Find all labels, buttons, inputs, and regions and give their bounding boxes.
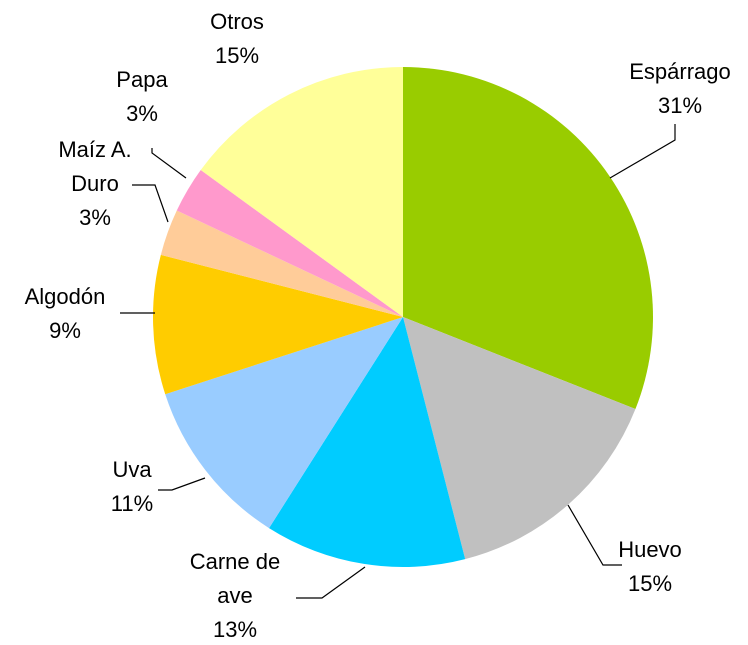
- percent-label: 13%: [212, 617, 258, 642]
- pie-slice: [153, 254, 403, 395]
- pie-slice: [403, 317, 636, 560]
- pie-slice: [403, 67, 653, 410]
- percent-label: 15%: [214, 43, 260, 68]
- leader-line: [296, 566, 366, 599]
- pie-slice: [165, 317, 403, 529]
- pie-slice: [200, 67, 403, 317]
- pie-slice: [176, 170, 403, 317]
- slice-label: Maíz A. Duro 3%: [48, 133, 143, 235]
- category-label: Uva: [112, 457, 152, 482]
- pie-slice: [269, 317, 466, 568]
- percent-label: 11%: [110, 491, 154, 516]
- category-label: Maíz A. Duro: [58, 137, 132, 196]
- category-label: Otros: [210, 9, 264, 34]
- percent-label: 3%: [79, 205, 111, 230]
- leader-line: [132, 184, 169, 223]
- percent-label: 3%: [126, 101, 158, 126]
- leader-line: [158, 477, 206, 491]
- slice-label: Algodón 9%: [10, 280, 120, 348]
- slice-label: Uva 11%: [92, 453, 172, 521]
- slice-label: Huevo 15%: [590, 533, 710, 601]
- category-label: Huevo: [618, 537, 682, 562]
- percent-label: 15%: [627, 571, 673, 596]
- category-label: Algodón: [24, 284, 106, 309]
- leader-line: [567, 504, 622, 566]
- slice-label: Papa 3%: [102, 63, 182, 131]
- percent-label: 9%: [49, 318, 81, 343]
- percent-label: 31%: [657, 93, 703, 118]
- category-label: Espárrago: [629, 59, 731, 84]
- slice-label: Carne de ave 13%: [173, 545, 298, 645]
- category-label: Papa: [116, 67, 168, 92]
- slice-label: Espárrago 31%: [605, 55, 748, 123]
- leader-line: [609, 124, 676, 179]
- category-label: Carne de ave: [189, 549, 281, 608]
- pie-slice: [160, 210, 403, 317]
- slice-label: Otros 15%: [197, 5, 277, 73]
- leader-line: [151, 148, 187, 179]
